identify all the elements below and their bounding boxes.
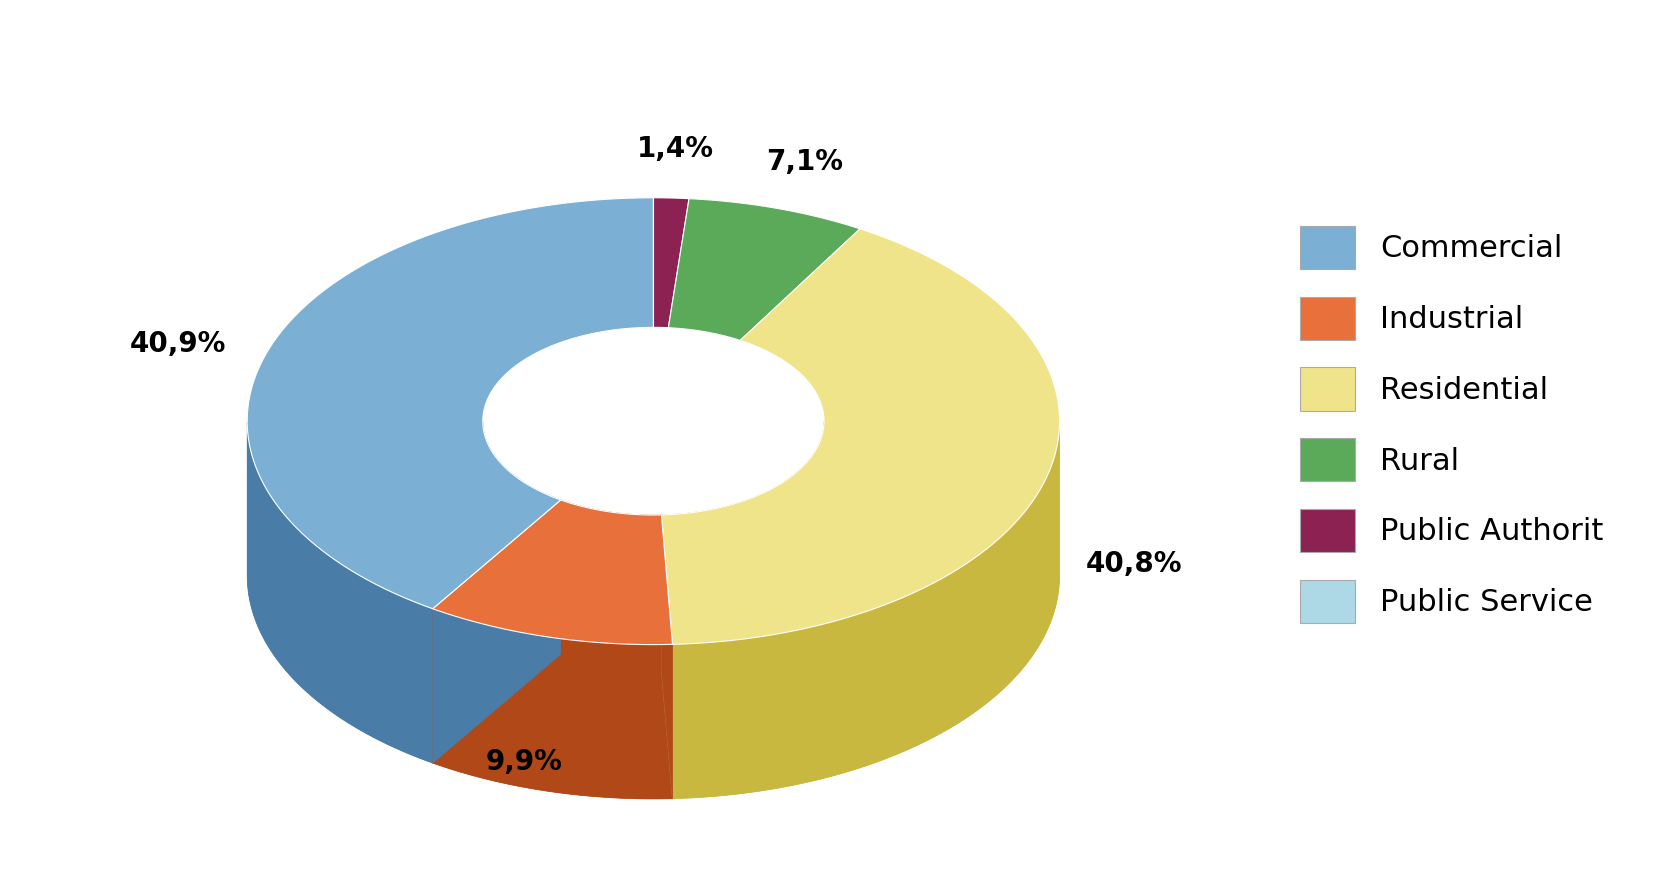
Polygon shape <box>662 515 672 799</box>
Polygon shape <box>654 198 688 328</box>
Text: 7,1%: 7,1% <box>766 147 843 176</box>
Polygon shape <box>247 422 433 763</box>
Polygon shape <box>662 515 672 799</box>
Legend: Commercial, Industrial, Residential, Rural, Public Authorit, Public Service: Commercial, Industrial, Residential, Rur… <box>1287 214 1616 635</box>
Polygon shape <box>433 608 672 799</box>
Polygon shape <box>433 608 672 799</box>
Polygon shape <box>433 500 561 763</box>
Polygon shape <box>662 422 825 669</box>
Polygon shape <box>433 500 672 645</box>
Polygon shape <box>662 229 1060 645</box>
Text: 1,4%: 1,4% <box>637 135 713 162</box>
Text: 40,8%: 40,8% <box>1087 550 1183 578</box>
Polygon shape <box>247 198 654 608</box>
Polygon shape <box>669 199 859 341</box>
Polygon shape <box>433 500 561 763</box>
Polygon shape <box>247 422 433 763</box>
Text: 9,9%: 9,9% <box>486 748 562 775</box>
Polygon shape <box>672 422 1060 799</box>
Text: 40,9%: 40,9% <box>129 330 226 358</box>
Polygon shape <box>672 422 1060 799</box>
Polygon shape <box>561 500 662 669</box>
Polygon shape <box>483 421 561 654</box>
